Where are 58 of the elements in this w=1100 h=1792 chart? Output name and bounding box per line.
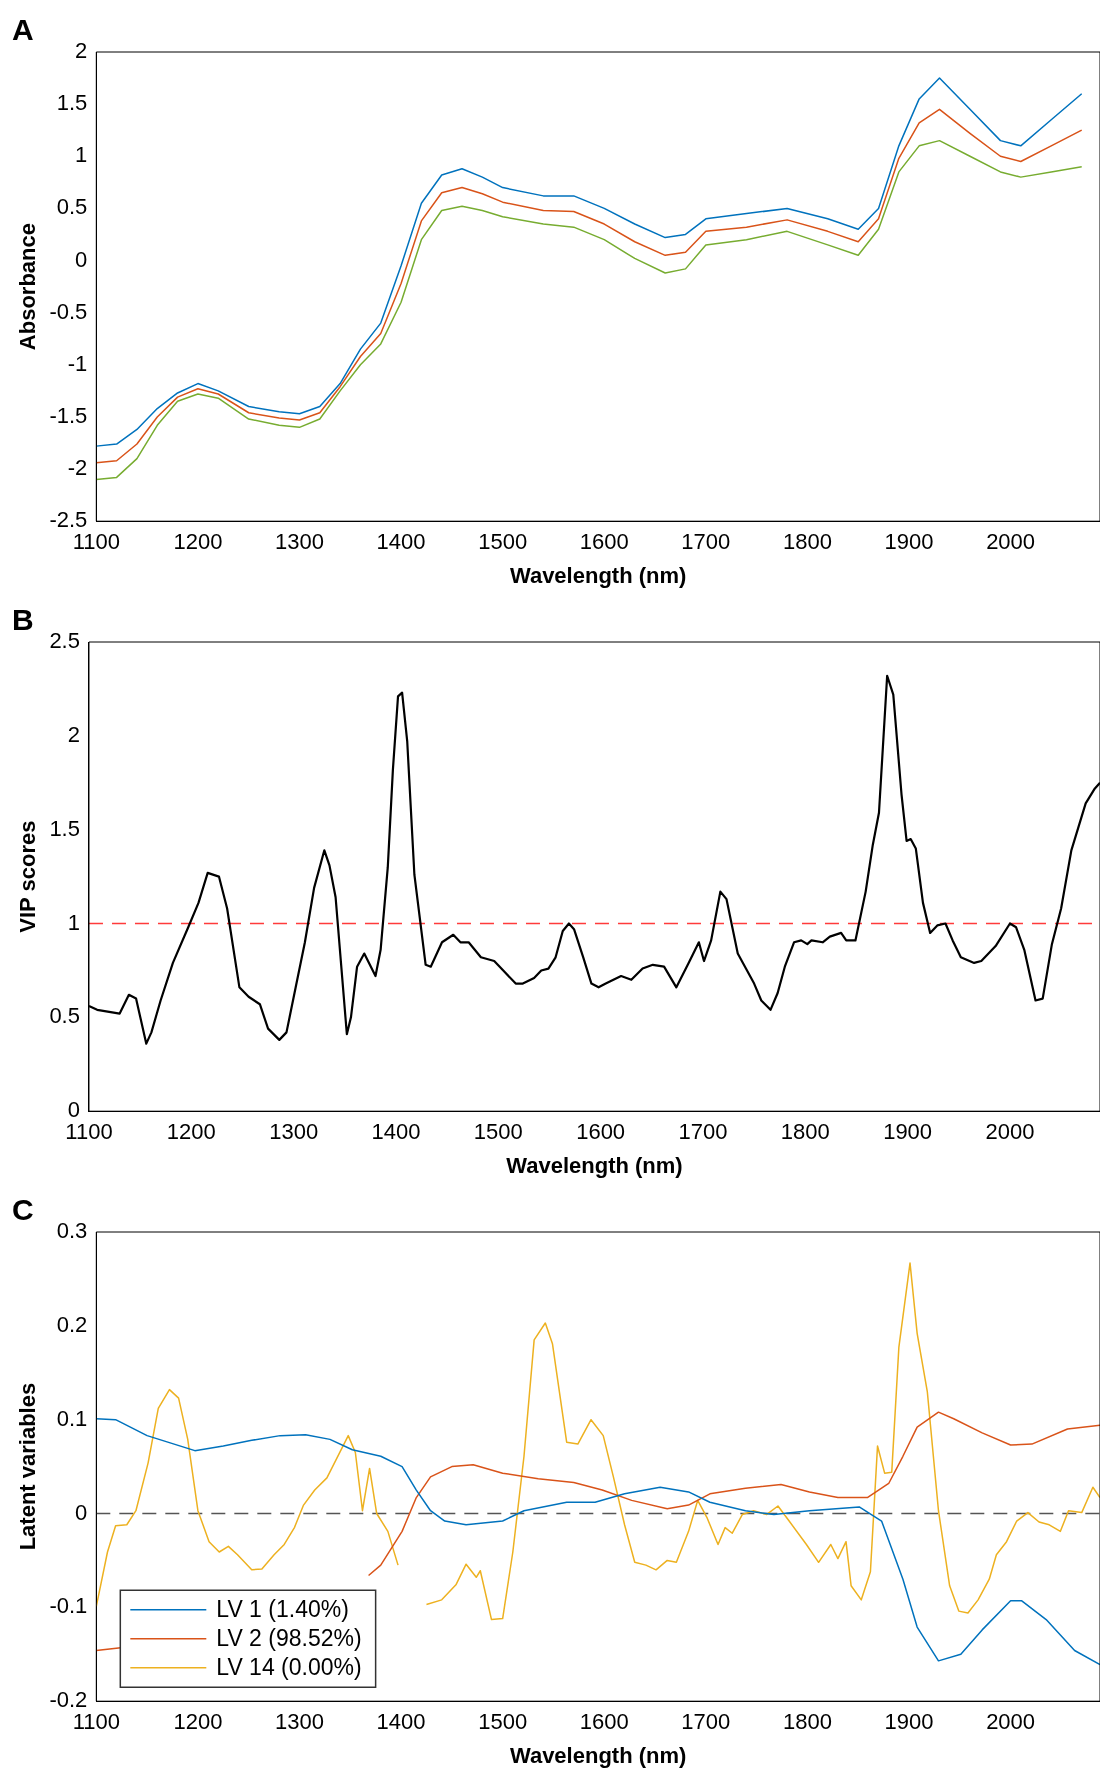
x-tick-label: 2000 xyxy=(986,1709,1036,1735)
y-axis-title: Latent variables xyxy=(15,1382,41,1551)
x-tick-label: 1900 xyxy=(884,1709,934,1735)
x-tick-label: 1700 xyxy=(681,1709,731,1735)
y-tick-label: -1.5 xyxy=(49,403,88,428)
y-tick-label: 0.5 xyxy=(49,1003,80,1029)
x-tick-label: 1800 xyxy=(782,529,832,555)
x-axis-title: Wavelength (nm) xyxy=(509,1742,687,1768)
x-tick-label: 1500 xyxy=(478,1709,528,1735)
y-axis-title: VIP scores xyxy=(15,820,41,933)
x-tick-label: 1800 xyxy=(782,1709,832,1735)
chart-title: A xyxy=(12,13,34,47)
x-tick-label: 1600 xyxy=(576,1119,626,1145)
x-tick-label: 1300 xyxy=(275,1709,324,1735)
y-tick-label: 1.5 xyxy=(56,90,88,116)
y-tick-label: 2 xyxy=(67,721,80,747)
y-tick-label: 0 xyxy=(75,1499,88,1525)
x-tick-label: 1300 xyxy=(275,529,324,555)
legend-label: LV 1 (1.40%) xyxy=(216,1596,349,1623)
x-axis-title: Wavelength (nm) xyxy=(509,562,687,588)
x-tick-label: 1400 xyxy=(371,1119,421,1145)
x-tick-label: 1200 xyxy=(173,1709,223,1735)
x-tick-label: 1400 xyxy=(376,529,426,555)
legend-label: LV 2 (98.52%) xyxy=(216,1625,362,1652)
y-tick-label: -0.5 xyxy=(49,298,88,324)
chart-title: C xyxy=(12,1193,34,1227)
y-tick-label: -2 xyxy=(67,455,88,481)
x-tick-label: 1500 xyxy=(478,529,528,555)
x-tick-label: 2000 xyxy=(985,1119,1035,1145)
chart-title: B xyxy=(12,603,34,637)
y-tick-label: 1 xyxy=(75,142,88,168)
x-tick-label: 1200 xyxy=(173,529,223,555)
y-tick-label: 0.2 xyxy=(56,1311,88,1337)
legend-label: LV 14 (0.00%) xyxy=(216,1654,362,1681)
y-tick-label: 0.1 xyxy=(56,1405,88,1431)
x-tick-label: 1700 xyxy=(678,1119,728,1145)
x-tick-label: 1600 xyxy=(579,529,629,555)
x-tick-label: 2000 xyxy=(986,529,1036,555)
x-tick-label: 1600 xyxy=(579,1709,629,1735)
y-tick-label: 0.5 xyxy=(56,194,88,220)
y-tick-label: 1.5 xyxy=(49,815,80,841)
x-axis-title: Wavelength (nm) xyxy=(506,1152,683,1178)
x-tick-label: 1500 xyxy=(473,1119,523,1145)
x-tick-label: 1800 xyxy=(780,1119,830,1145)
y-tick-label: 1 xyxy=(67,909,80,935)
x-tick-label: 1300 xyxy=(269,1119,319,1145)
y-axis-title: Absorbance xyxy=(15,223,41,351)
y-tick-label: 0.3 xyxy=(56,1218,88,1244)
y-tick-label: -0.1 xyxy=(49,1593,88,1619)
x-tick-label: 1700 xyxy=(681,529,731,555)
x-tick-label: 1200 xyxy=(166,1119,216,1145)
y-tick-label: 0 xyxy=(75,246,88,272)
x-tick-label: 1900 xyxy=(883,1119,933,1145)
y-tick-label: 2 xyxy=(75,38,88,64)
x-tick-label: 1400 xyxy=(376,1709,426,1735)
y-tick-label: 2.5 xyxy=(49,628,80,654)
x-tick-label: 1900 xyxy=(884,529,934,555)
y-tick-label: -1 xyxy=(67,350,88,376)
